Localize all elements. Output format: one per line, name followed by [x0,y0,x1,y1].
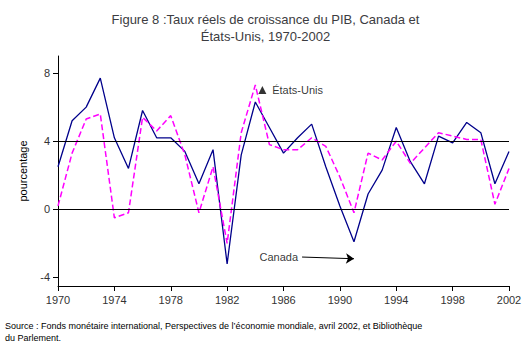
svg-text:Source : Fonds monétaire inter: Source : Fonds monétaire international, … [5,321,422,331]
svg-text:1970: 1970 [46,294,70,306]
svg-text:1974: 1974 [102,294,126,306]
svg-text:2002: 2002 [497,294,521,306]
svg-text:1978: 1978 [159,294,183,306]
svg-text:4: 4 [44,135,50,147]
svg-text:Figure 8 :Taux réels de croiss: Figure 8 :Taux réels de croissance du PI… [112,12,420,27]
svg-text:du Parlement.: du Parlement. [5,333,61,343]
svg-text:1990: 1990 [328,294,352,306]
svg-text:0: 0 [44,203,50,215]
svg-text:Canada: Canada [260,251,299,263]
svg-text:8: 8 [44,67,50,79]
svg-text:1986: 1986 [271,294,295,306]
svg-text:États-Unis: États-Unis [272,84,323,96]
svg-text:1982: 1982 [215,294,239,306]
svg-text:1998: 1998 [440,294,464,306]
svg-text:États-Unis, 1970-2002: États-Unis, 1970-2002 [201,29,330,44]
svg-text:-4: -4 [40,271,50,283]
svg-text:pourcentage: pourcentage [17,140,29,201]
svg-text:1994: 1994 [384,294,408,306]
